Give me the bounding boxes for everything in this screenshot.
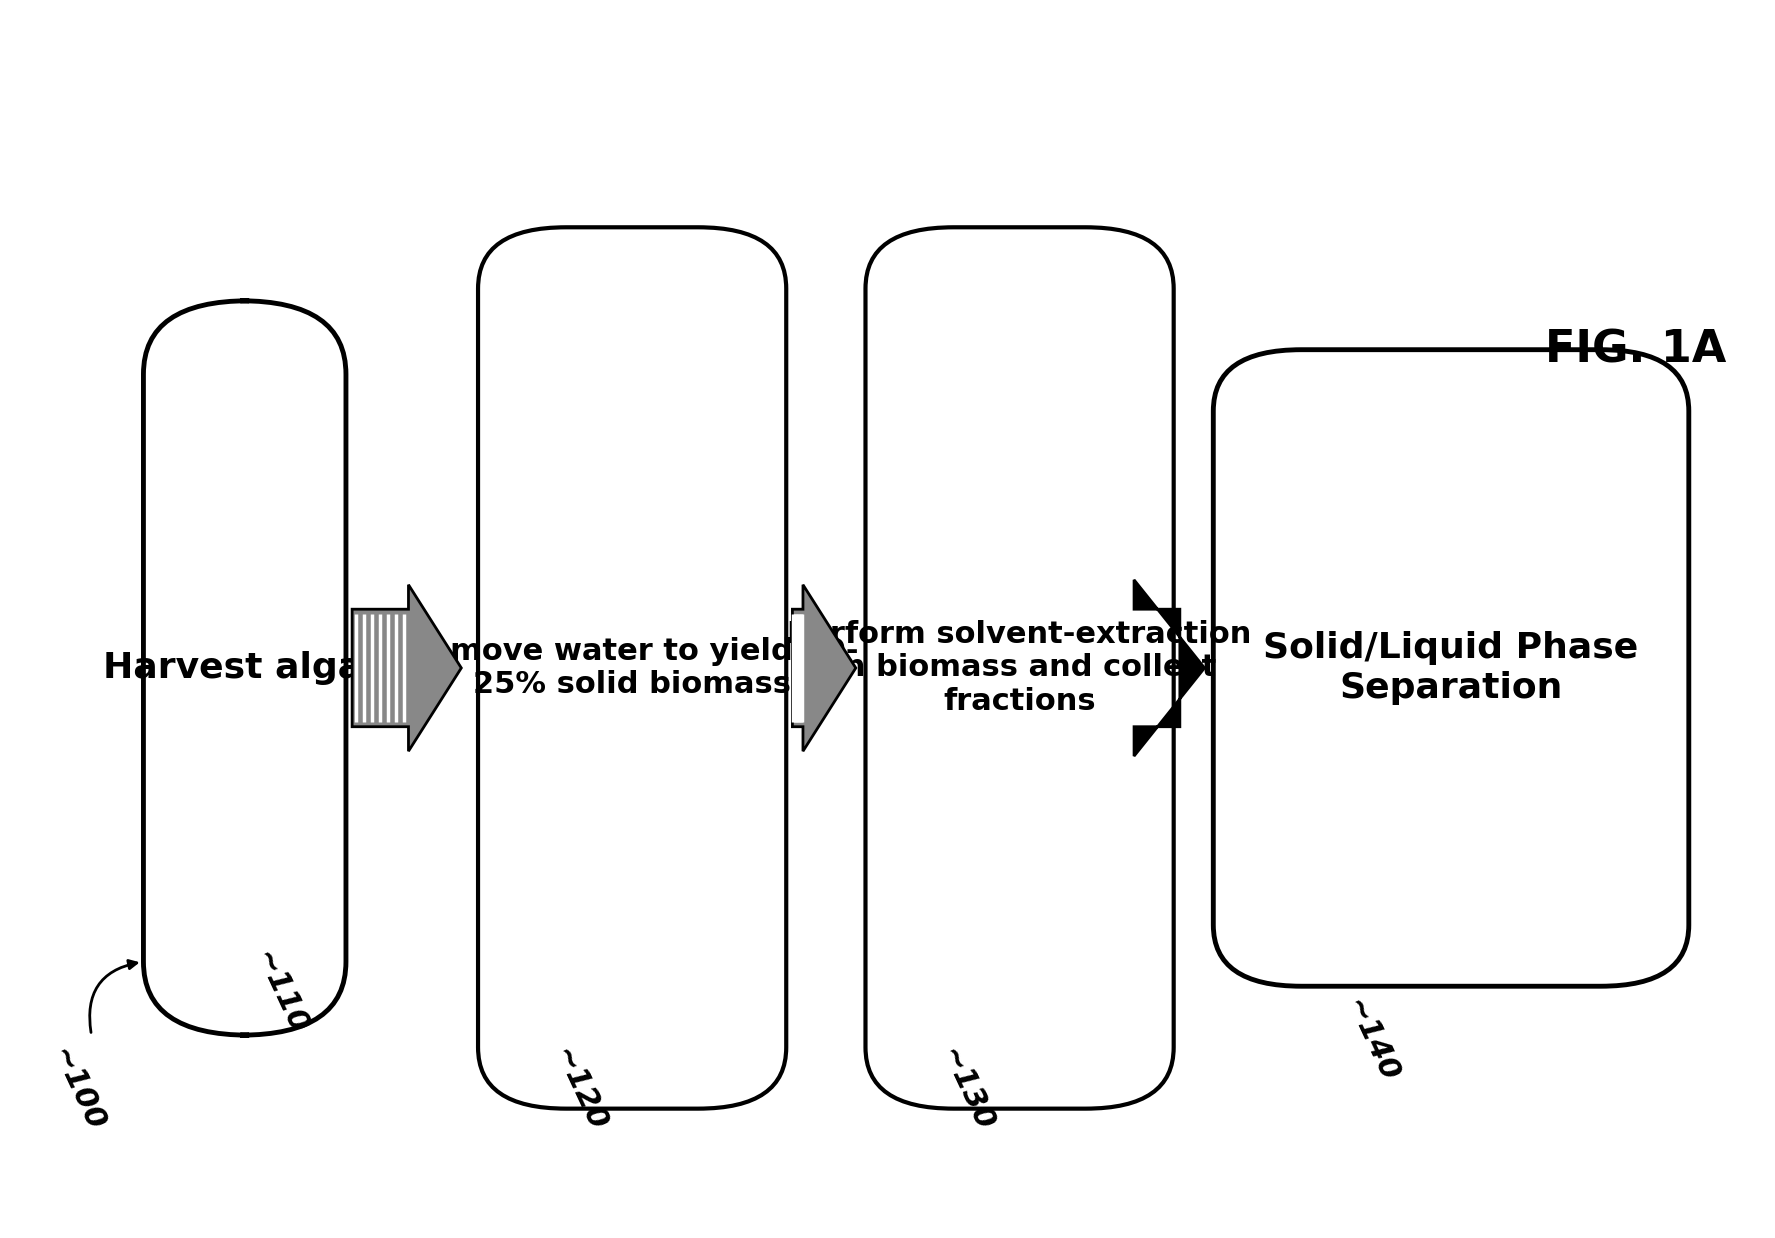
Text: Remove water to yield 10-
25% solid biomass: Remove water to yield 10- 25% solid biom… (406, 636, 859, 699)
Text: Solid/Liquid Phase
Separation: Solid/Liquid Phase Separation (1264, 631, 1638, 704)
FancyBboxPatch shape (477, 228, 786, 1109)
Text: Harvest algae: Harvest algae (103, 651, 387, 685)
Text: Perform solvent-extraction
on biomass and collect
fractions: Perform solvent-extraction on biomass an… (788, 620, 1251, 716)
FancyBboxPatch shape (144, 301, 346, 1035)
Text: ~110: ~110 (249, 946, 312, 1039)
FancyArrow shape (792, 584, 856, 751)
FancyArrow shape (1134, 579, 1205, 756)
Text: FIG. 1A: FIG. 1A (1546, 328, 1727, 371)
Text: ~130: ~130 (935, 1044, 999, 1136)
FancyBboxPatch shape (866, 228, 1173, 1109)
Text: ~140: ~140 (1340, 995, 1404, 1088)
Text: ~120: ~120 (547, 1044, 611, 1136)
Text: ~100: ~100 (46, 1044, 110, 1136)
FancyArrow shape (351, 584, 462, 751)
FancyBboxPatch shape (1214, 349, 1688, 987)
